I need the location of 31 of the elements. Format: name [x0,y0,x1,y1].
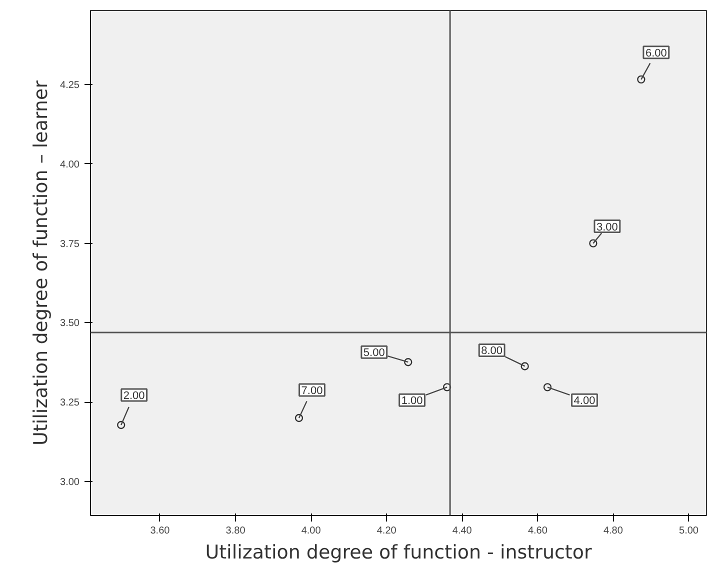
x-tick-label: 3.60 [150,526,170,536]
x-tick-label: 4.40 [452,526,472,536]
x-tick-label: 4.00 [301,526,322,536]
annotation: 3.00 [596,221,618,234]
x-tick-label: 5.00 [679,526,699,536]
x-tick-label: 3.80 [226,526,246,536]
annotation: 1.00 [401,395,423,408]
annotation: 8.00 [481,345,503,358]
point [520,362,529,370]
x-tick-label: 4.60 [528,526,548,536]
y-axis-title: Utilization degree of function – learner [30,80,52,446]
x-tick-label: 4.80 [603,526,624,536]
y-tick-label: 3.50 [60,318,80,330]
annotation: 4.00 [574,395,596,408]
point [294,414,304,422]
point [404,358,412,366]
annotation: 7.00 [301,384,323,397]
y-tick-label: 3.75 [60,238,80,250]
point [116,420,126,430]
annotation: 2.00 [123,390,145,402]
point [543,383,552,392]
annotation: 6.00 [645,47,667,60]
point [637,75,646,84]
y-tick-label: 3.00 [60,477,80,488]
annotation: 5.00 [363,347,385,360]
y-tick-label: 3.25 [60,398,80,409]
y-tick-label: 4.00 [60,159,80,170]
x-axis-title: Utilization degree of function - instructor [205,542,592,564]
point [589,239,598,248]
y-tick-label: 4.25 [60,80,80,92]
x-tick-label: 4.20 [376,526,397,536]
